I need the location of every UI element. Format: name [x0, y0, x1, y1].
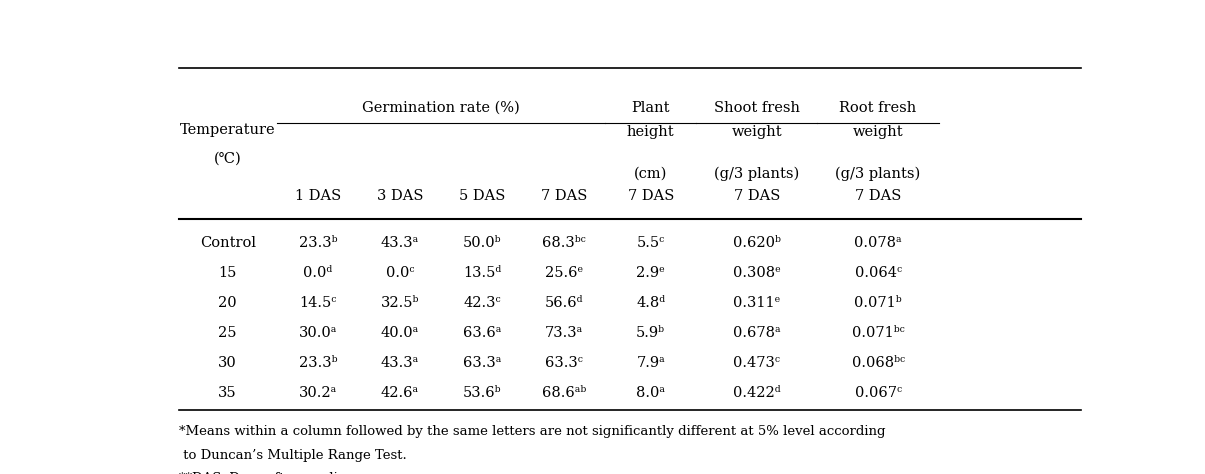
Text: Plant: Plant [631, 101, 670, 115]
Text: 0.071ᵇ: 0.071ᵇ [854, 296, 901, 310]
Text: 43.3ᵃ: 43.3ᵃ [381, 356, 419, 370]
Text: 0.308ᵉ: 0.308ᵉ [733, 266, 781, 280]
Text: *Means within a column followed by the same letters are not significantly differ: *Means within a column followed by the s… [178, 425, 886, 438]
Text: 15: 15 [218, 266, 237, 280]
Text: 0.071ᵇᶜ: 0.071ᵇᶜ [852, 326, 905, 340]
Text: 5 DAS: 5 DAS [459, 189, 505, 202]
Text: 56.6ᵈ: 56.6ᵈ [545, 296, 583, 310]
Text: 63.6ᵃ: 63.6ᵃ [463, 326, 501, 340]
Text: 0.067ᶜ: 0.067ᶜ [854, 386, 901, 400]
Text: to Duncan’s Multiple Range Test.: to Duncan’s Multiple Range Test. [178, 448, 406, 462]
Text: 63.3ᵃ: 63.3ᵃ [463, 356, 501, 370]
Text: 1 DAS: 1 DAS [295, 189, 341, 202]
Text: 0.473ᶜ: 0.473ᶜ [733, 356, 780, 370]
Text: 25: 25 [218, 326, 237, 340]
Text: 32.5ᵇ: 32.5ᵇ [381, 296, 419, 310]
Text: 20: 20 [218, 296, 237, 310]
Text: 7 DAS: 7 DAS [854, 189, 901, 202]
Text: 0.064ᶜ: 0.064ᶜ [854, 266, 901, 280]
Text: 0.068ᵇᶜ: 0.068ᵇᶜ [852, 356, 905, 370]
Text: 0.422ᵈ: 0.422ᵈ [733, 386, 781, 400]
Text: 0.078ᵃ: 0.078ᵃ [854, 236, 901, 250]
Text: 53.6ᵇ: 53.6ᵇ [463, 386, 501, 400]
Text: 3 DAS: 3 DAS [377, 189, 423, 202]
Text: weight: weight [731, 125, 782, 139]
Text: 0.0ᵈ: 0.0ᵈ [304, 266, 333, 280]
Text: 68.3ᵇᶜ: 68.3ᵇᶜ [542, 236, 586, 250]
Text: 0.0ᶜ: 0.0ᶜ [386, 266, 415, 280]
Text: 7 DAS: 7 DAS [734, 189, 780, 202]
Text: 23.3ᵇ: 23.3ᵇ [299, 356, 337, 370]
Text: 42.6ᵃ: 42.6ᵃ [381, 386, 419, 400]
Text: Temperature: Temperature [180, 123, 276, 137]
Text: 30.2ᵃ: 30.2ᵃ [299, 386, 337, 400]
Text: 40.0ᵃ: 40.0ᵃ [381, 326, 419, 340]
Text: 7 DAS: 7 DAS [628, 189, 674, 202]
Text: **DAS, Days after seeding.: **DAS, Days after seeding. [178, 472, 359, 474]
Text: 7.9ᵃ: 7.9ᵃ [636, 356, 665, 370]
Text: 25.6ᵉ: 25.6ᵉ [546, 266, 583, 280]
Text: 13.5ᵈ: 13.5ᵈ [463, 266, 501, 280]
Text: 30.0ᵃ: 30.0ᵃ [299, 326, 337, 340]
Text: Root fresh: Root fresh [840, 101, 917, 115]
Text: (cm): (cm) [634, 167, 668, 181]
Text: (℃): (℃) [213, 152, 241, 166]
Text: 73.3ᵃ: 73.3ᵃ [545, 326, 583, 340]
Text: 68.6ᵃᵇ: 68.6ᵃᵇ [542, 386, 587, 400]
Text: Germination rate (%): Germination rate (%) [363, 101, 519, 115]
Text: 5.9ᵇ: 5.9ᵇ [636, 326, 665, 340]
Text: 0.311ᵉ: 0.311ᵉ [733, 296, 781, 310]
Text: height: height [627, 125, 675, 139]
Text: 4.8ᵈ: 4.8ᵈ [636, 296, 665, 310]
Text: 63.3ᶜ: 63.3ᶜ [546, 356, 583, 370]
Text: 8.0ᵃ: 8.0ᵃ [636, 386, 665, 400]
Text: Control: Control [200, 236, 255, 250]
Text: 14.5ᶜ: 14.5ᶜ [299, 296, 336, 310]
Text: 50.0ᵇ: 50.0ᵇ [463, 236, 501, 250]
Text: 0.678ᵃ: 0.678ᵃ [733, 326, 781, 340]
Text: 7 DAS: 7 DAS [541, 189, 588, 202]
Text: 23.3ᵇ: 23.3ᵇ [299, 236, 337, 250]
Text: 5.5ᶜ: 5.5ᶜ [636, 236, 665, 250]
Text: 0.620ᵇ: 0.620ᵇ [733, 236, 781, 250]
Text: 2.9ᵉ: 2.9ᵉ [636, 266, 665, 280]
Text: 43.3ᵃ: 43.3ᵃ [381, 236, 419, 250]
Text: (g/3 plants): (g/3 plants) [835, 166, 921, 181]
Text: weight: weight [853, 125, 904, 139]
Text: Shoot fresh: Shoot fresh [713, 101, 800, 115]
Text: 42.3ᶜ: 42.3ᶜ [464, 296, 501, 310]
Text: 35: 35 [218, 386, 237, 400]
Text: 30: 30 [218, 356, 237, 370]
Text: (g/3 plants): (g/3 plants) [715, 166, 799, 181]
